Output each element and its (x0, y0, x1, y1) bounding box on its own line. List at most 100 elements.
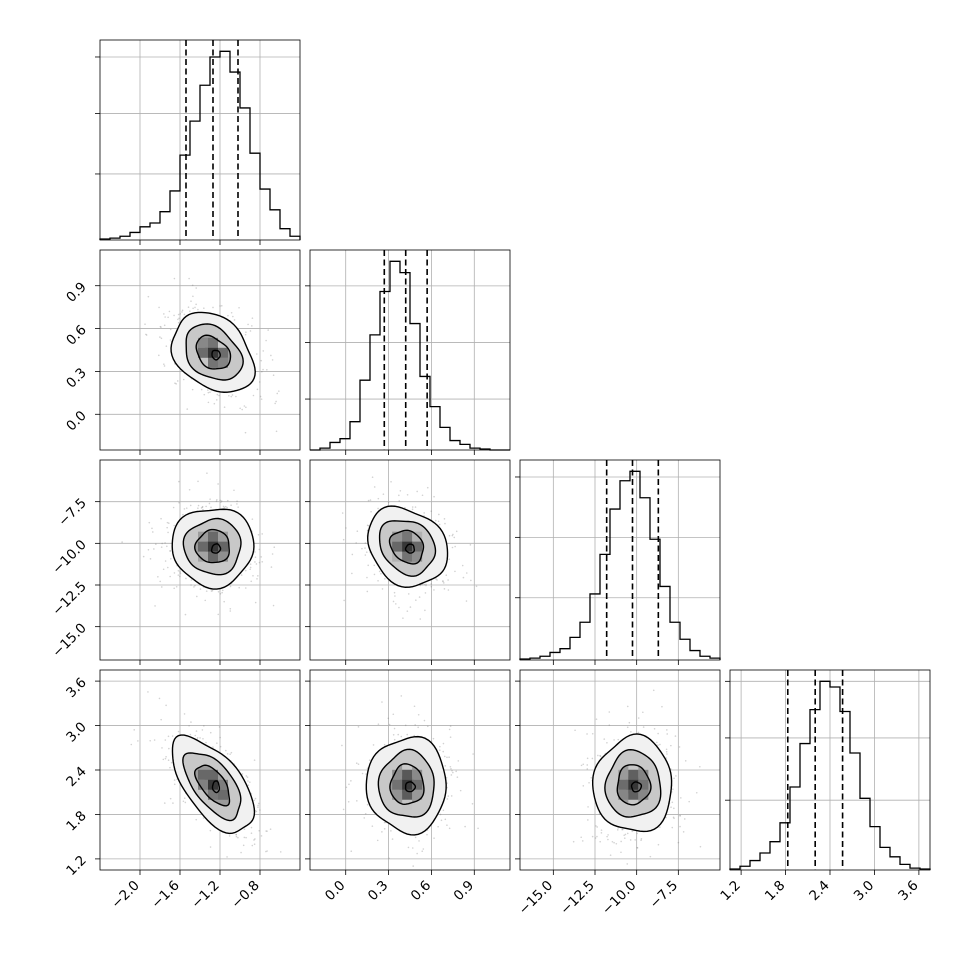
contour-line (592, 733, 673, 833)
scatter-point (620, 840, 622, 843)
scatter-point (168, 310, 171, 313)
scatter-point (158, 697, 161, 700)
scatter-point (250, 826, 253, 829)
scatter-point (165, 345, 168, 347)
scatter-point (163, 324, 166, 327)
scatter-point (192, 295, 194, 298)
scatter-point (260, 835, 263, 837)
scatter-point (230, 504, 232, 507)
scatter-point (217, 483, 219, 485)
scatter-point (252, 574, 254, 577)
scatter-point (367, 564, 370, 567)
scatter-point (145, 333, 147, 336)
scatter-point (205, 741, 207, 744)
scatter-point (220, 500, 223, 502)
scatter-point (169, 339, 172, 341)
hist2d-cell (208, 531, 218, 542)
scatter-point (244, 569, 247, 572)
scatter-point (260, 556, 263, 558)
scatter-point (398, 494, 400, 497)
scatter-point (444, 765, 447, 767)
scatter-point (442, 750, 445, 753)
scatter-point (409, 606, 412, 608)
scatter-point (188, 724, 190, 727)
scatter-point (183, 713, 186, 715)
scatter-point (355, 762, 358, 764)
scatter-point (259, 395, 262, 398)
scatter-point (377, 497, 380, 500)
scatter-point (659, 826, 661, 828)
scatter-point (251, 317, 254, 319)
hist2d-cell (218, 789, 228, 800)
scatter-point (661, 705, 663, 708)
scatter-point (203, 725, 205, 727)
scatter-point (160, 517, 162, 520)
histogram-panel-1 (305, 249, 511, 455)
scatter-point (178, 317, 180, 320)
scatter-point (591, 757, 594, 760)
scatter-point (390, 481, 392, 483)
hist2d-cell (412, 769, 423, 780)
scatter-point (582, 785, 585, 787)
scatter-point (133, 729, 136, 731)
scatter-point (167, 316, 169, 319)
scatter-point (636, 832, 638, 835)
scatter-point (430, 740, 433, 742)
scatter-point (182, 513, 184, 516)
scatter-point (439, 745, 441, 748)
scatter-point (159, 580, 161, 583)
scatter-point (656, 741, 658, 744)
scatter-point (175, 383, 177, 385)
scatter-point (369, 499, 372, 501)
scatter-point (226, 856, 228, 858)
scatter-point (361, 547, 363, 550)
scatter-point (366, 524, 369, 527)
scatter-point (219, 592, 222, 595)
scatter-point (364, 542, 367, 544)
scatter-point (446, 798, 449, 800)
scatter-point (238, 306, 240, 309)
scatter-point (271, 553, 274, 555)
scatter-point (158, 306, 160, 309)
scatter-point (591, 732, 594, 735)
scatter-point (250, 580, 253, 583)
scatter-point (406, 493, 409, 496)
scatter-point (629, 839, 632, 841)
scatter-point (258, 561, 261, 564)
scatter-point (642, 711, 644, 714)
scatter-point (181, 309, 184, 312)
scatter-point (250, 832, 253, 835)
scatter-point (232, 315, 234, 318)
scatter-point (390, 830, 392, 832)
scatter-point (430, 510, 433, 512)
contour-line (404, 781, 417, 793)
scatter-point (381, 831, 383, 833)
contour-line (211, 780, 221, 794)
hist2d-cell (412, 531, 423, 542)
scatter-point (260, 359, 263, 362)
scatter-point (245, 331, 247, 334)
scatter-point (364, 554, 367, 556)
scatter-point (226, 753, 229, 755)
scatter-point (200, 507, 203, 509)
scatter-point (209, 731, 212, 734)
scatter-point (682, 831, 685, 833)
scatter-point (238, 586, 240, 589)
scatter-point (212, 306, 214, 309)
scatter-point (461, 564, 464, 567)
scatter-point (418, 596, 421, 598)
scatter-point (181, 311, 183, 313)
scatter-point (445, 574, 448, 577)
scatter-point (406, 733, 409, 736)
scatter-point (422, 848, 425, 850)
scatter-point (449, 765, 452, 768)
scatter-point (217, 613, 220, 616)
scatter-point (400, 695, 403, 697)
scatter-point (392, 600, 395, 603)
scatter-point (274, 402, 276, 405)
scatter-point (399, 489, 402, 492)
hist2d-cell (638, 779, 649, 790)
scatter-point (216, 499, 218, 501)
scatter-point (377, 723, 380, 725)
scatter-point (223, 600, 225, 603)
